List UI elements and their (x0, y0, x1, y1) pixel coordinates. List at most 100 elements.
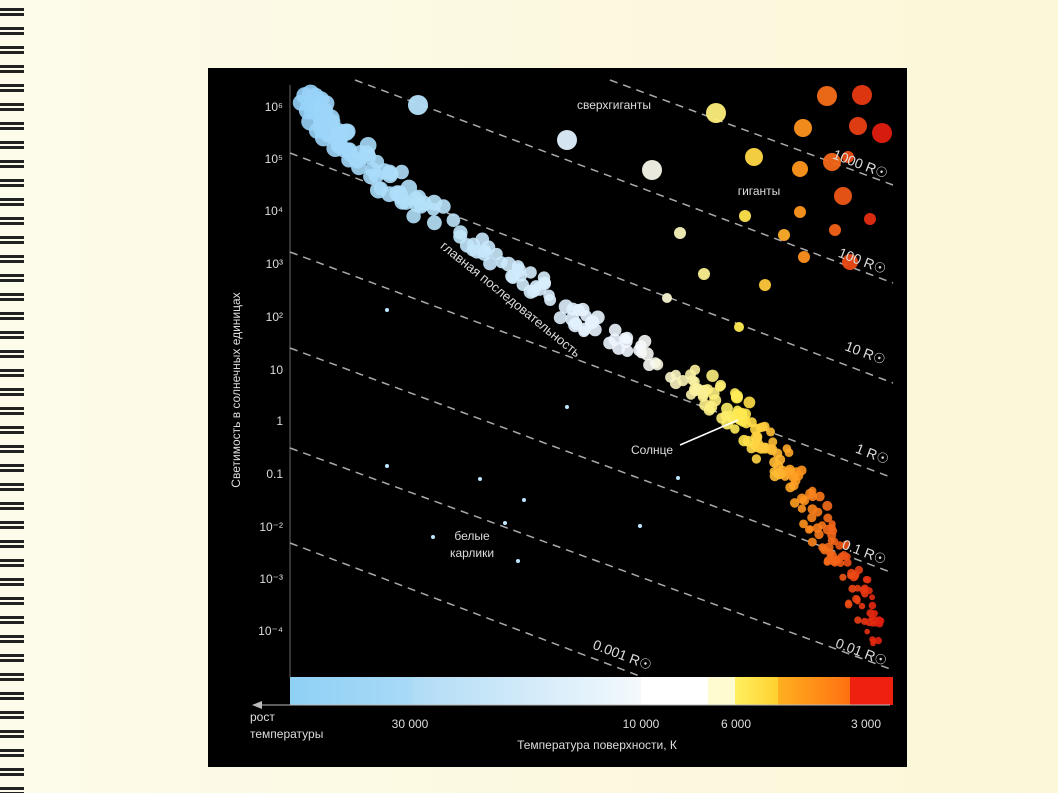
panel (208, 68, 907, 767)
star (735, 407, 748, 420)
star (768, 437, 778, 447)
star (849, 117, 867, 135)
star (858, 602, 866, 610)
star (841, 540, 850, 550)
star (812, 523, 823, 533)
star (773, 460, 784, 472)
y-axis-label: Светимость в солнечных единицах (229, 292, 243, 487)
star (453, 229, 468, 244)
star (389, 185, 406, 202)
star (843, 553, 851, 561)
star (408, 95, 428, 115)
white-dwarf (431, 535, 435, 539)
star (870, 640, 876, 647)
star (778, 229, 790, 241)
star (643, 358, 656, 371)
star (835, 541, 844, 550)
radius-line (289, 347, 894, 574)
radius-line (354, 79, 894, 284)
white-dwarf (503, 521, 507, 525)
star (483, 256, 497, 271)
star (475, 232, 490, 247)
star (766, 444, 778, 456)
white-dwarf (676, 476, 680, 480)
star (843, 558, 852, 567)
star (839, 573, 847, 581)
x-axis-label: Температура поверхности, К (517, 738, 677, 752)
white-dwarf (385, 308, 389, 312)
star (312, 101, 331, 120)
star (698, 268, 710, 280)
star (739, 210, 751, 222)
binder (0, 0, 24, 793)
star (796, 493, 808, 504)
star (621, 331, 634, 344)
white-dwarf (565, 405, 569, 409)
star (394, 164, 409, 180)
star (854, 584, 861, 592)
white-dwarf (478, 477, 482, 481)
star (845, 599, 852, 607)
star (576, 302, 590, 317)
star (759, 279, 771, 291)
y-tick-label: 10² (266, 310, 283, 324)
star (557, 130, 577, 150)
star (796, 465, 807, 476)
star (301, 84, 320, 103)
star (689, 364, 701, 375)
star (621, 345, 634, 357)
star (829, 224, 841, 236)
x-tick-label: 10 000 (623, 717, 660, 731)
star (854, 565, 864, 575)
annotation: гиганты (738, 184, 781, 198)
star (330, 137, 347, 154)
x-tick-label: 6 000 (721, 717, 751, 731)
star (794, 206, 806, 218)
star (436, 199, 451, 214)
star (817, 86, 837, 106)
class-band (778, 677, 850, 705)
arrow-head (252, 701, 262, 709)
y-tick-label: 10⁴ (264, 204, 283, 218)
star (807, 537, 817, 547)
star (715, 379, 727, 391)
star (852, 594, 861, 604)
star (822, 500, 833, 511)
radius-line (289, 152, 894, 384)
star (789, 498, 800, 508)
star (872, 123, 892, 143)
star (731, 390, 743, 403)
y-tick-label: 10⁻⁴ (258, 624, 283, 638)
star (804, 525, 814, 534)
white-dwarf (638, 524, 642, 528)
star (706, 103, 726, 123)
star (799, 519, 808, 529)
star (662, 293, 672, 303)
star (862, 576, 870, 583)
star (406, 209, 421, 224)
class-band (708, 677, 735, 705)
radius-line (289, 251, 894, 479)
star (640, 347, 654, 361)
star (813, 507, 823, 517)
star (298, 100, 318, 120)
star (313, 120, 332, 138)
star (864, 628, 870, 635)
star (745, 148, 763, 166)
star (864, 213, 876, 225)
star (814, 491, 825, 502)
star (782, 444, 792, 453)
x-tick-label: 3 000 (851, 717, 881, 731)
star (416, 195, 432, 211)
star (704, 401, 718, 414)
class-band (850, 677, 893, 705)
star (827, 537, 835, 545)
star (677, 375, 689, 387)
white-dwarf (516, 559, 520, 563)
star (697, 389, 709, 400)
white-dwarf (522, 498, 526, 502)
star (869, 594, 876, 601)
star (490, 247, 503, 261)
